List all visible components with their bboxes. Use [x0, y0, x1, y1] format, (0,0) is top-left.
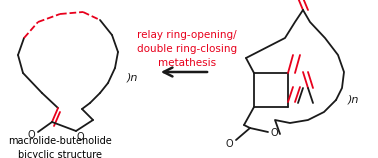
Text: )n: )n: [348, 95, 359, 105]
Text: O: O: [270, 128, 278, 138]
Text: O: O: [76, 132, 84, 142]
Text: O: O: [27, 130, 35, 140]
Text: O: O: [225, 139, 233, 149]
Text: )n: )n: [127, 73, 138, 83]
Text: macrolide-butenolide
bicyclic structure: macrolide-butenolide bicyclic structure: [8, 136, 112, 158]
Text: relay ring-opening/
double ring-closing
metathesis: relay ring-opening/ double ring-closing …: [137, 30, 237, 68]
